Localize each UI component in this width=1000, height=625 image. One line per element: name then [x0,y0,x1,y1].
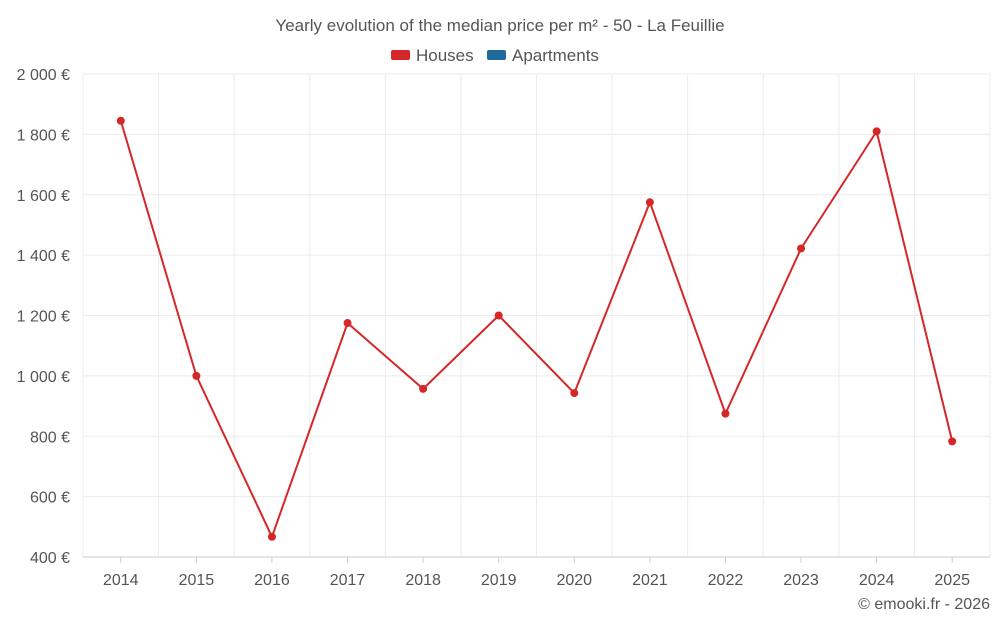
data-point-houses-2018[interactable] [419,384,428,393]
y-tick-label: 1 000 € [17,369,70,386]
x-tick-label: 2019 [481,572,517,589]
data-point-houses-2024[interactable] [872,127,881,136]
grid [82,73,991,557]
y-tick-label: 1 600 € [17,188,70,205]
data-point-houses-2015[interactable] [192,371,201,380]
x-tick-label: 2018 [405,572,441,589]
y-tick-label: 400 € [30,550,70,567]
data-point-houses-2023[interactable] [797,244,806,253]
y-tick-label: 1 200 € [17,309,70,326]
x-tick-label: 2025 [934,572,970,589]
data-point-houses-2022[interactable] [721,409,730,418]
chart-title: Yearly evolution of the median price per… [275,16,724,35]
data-point-houses-2017[interactable] [343,319,352,328]
legend-label-houses: Houses [416,46,474,65]
data-point-houses-2025[interactable] [948,437,957,446]
data-point-houses-2020[interactable] [570,389,579,398]
legend-item-apartments[interactable]: Apartments [487,46,599,65]
plot-area [116,116,957,541]
x-tick-label: 2015 [179,572,215,589]
credit-text: © emooki.fr - 2026 [858,596,990,613]
y-tick-label: 2 000 € [17,67,70,84]
y-tick-label: 600 € [30,490,70,507]
x-tick-label: 2016 [254,572,290,589]
x-tick-label: 2024 [859,572,895,589]
x-tick-label: 2020 [556,572,592,589]
y-tick-label: 1 400 € [17,248,70,265]
y-tick-label: 800 € [30,429,70,446]
series-line-houses [119,120,954,538]
data-point-houses-2014[interactable] [116,116,125,125]
legend-swatch-houses [391,50,410,60]
data-point-houses-2019[interactable] [494,311,503,320]
data-point-houses-2021[interactable] [645,198,654,207]
x-tick-label: 2014 [103,572,139,589]
legend-label-apartments: Apartments [512,46,599,65]
x-tick-label: 2021 [632,572,668,589]
data-point-houses-2016[interactable] [267,532,276,541]
x-tick-label: 2022 [708,572,744,589]
x-tick-label: 2017 [330,572,366,589]
x-tick-label: 2023 [783,572,819,589]
legend-swatch-apartments [487,50,506,60]
legend-item-houses[interactable]: Houses [391,46,474,65]
axes: 400 € 600 € 800 € 1 000 € 1 200 € 1 400 € 1 60… [17,67,990,589]
legend: Houses Apartments [391,46,599,65]
y-tick-label: 1 800 € [17,127,70,144]
